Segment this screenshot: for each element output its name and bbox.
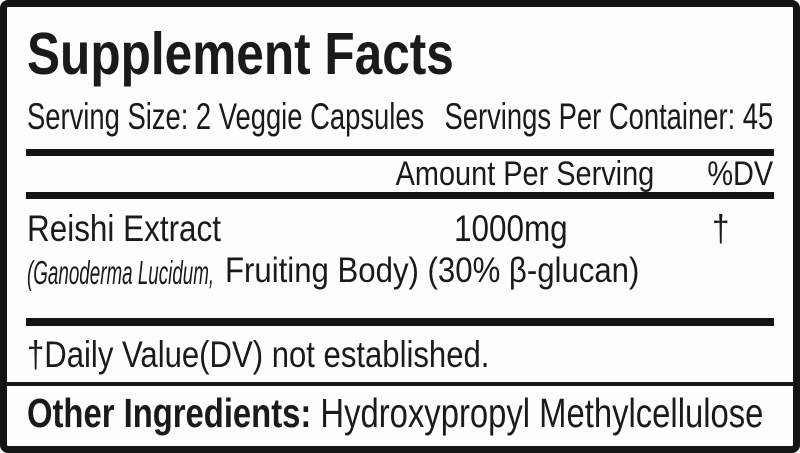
- column-header-row: Amount Per Serving %DV: [395, 155, 773, 194]
- thick-rule-header-bottom: [26, 192, 774, 199]
- serving-size-text: Serving Size: 2 Veggie Capsules: [27, 96, 425, 137]
- thick-rule-top: [26, 149, 774, 156]
- label-title: Supplement Facts: [27, 21, 454, 87]
- daily-value-footnote: †Daily Value(DV) not established.: [27, 334, 490, 375]
- other-ingredients-row: Other Ingredients: Hydroxypropyl Methylc…: [27, 390, 763, 437]
- other-ingredients-label: Other Ingredients:: [27, 390, 312, 436]
- amount-per-serving-header: Amount Per Serving: [395, 155, 655, 193]
- ingredient-dv-dagger: †: [712, 208, 730, 249]
- ingredient-amount: 1000mg: [454, 208, 568, 249]
- thick-rule-footnote-top: [26, 318, 774, 326]
- other-ingredients-value: Hydroxypropyl Methylcellulose: [311, 390, 764, 436]
- ingredient-detail-text: Fruiting Body) (30% β-glucan): [225, 251, 640, 290]
- ingredient-name: Reishi Extract: [27, 208, 221, 249]
- servings-per-container-text: Servings Per Container: 45: [444, 96, 773, 137]
- ingredient-scientific-name: (Ganoderma Lucidum,: [27, 254, 215, 291]
- other-ingredients-divider: [7, 382, 793, 386]
- percent-dv-header: %DV: [707, 155, 773, 193]
